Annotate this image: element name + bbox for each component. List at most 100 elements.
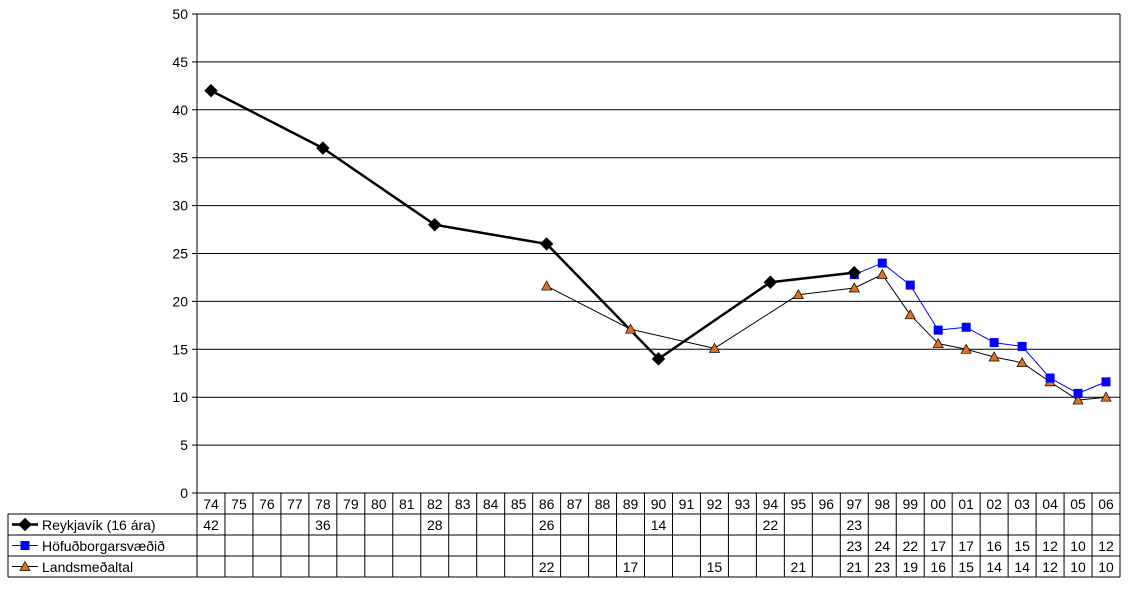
x-tick-label: 89 (623, 496, 639, 512)
x-tick-label: 84 (483, 496, 499, 512)
x-tick-label: 82 (427, 496, 443, 512)
data-point (1017, 341, 1027, 351)
data-label: 26 (539, 517, 555, 533)
data-point (428, 218, 442, 232)
legend-label: Höfuðborgarsvæðið (42, 538, 165, 554)
data-label: 17 (623, 559, 639, 575)
data-point (1101, 377, 1111, 387)
x-tick-label: 95 (791, 496, 807, 512)
data-label: 21 (846, 559, 862, 575)
data-label: 24 (874, 538, 890, 554)
y-tick-label: 0 (180, 485, 188, 501)
x-tick-label: 90 (651, 496, 667, 512)
data-point (316, 141, 330, 155)
x-tick-label: 03 (1014, 496, 1030, 512)
data-point (1073, 388, 1083, 398)
data-point (933, 325, 943, 335)
data-label: 28 (427, 517, 443, 533)
data-point (792, 288, 804, 300)
x-tick-label: 99 (902, 496, 918, 512)
data-label: 10 (1070, 538, 1086, 554)
y-tick-label: 45 (172, 54, 188, 70)
y-tick-label: 40 (172, 102, 188, 118)
data-point (876, 268, 888, 279)
data-point (204, 83, 218, 98)
legend-key-marker (19, 560, 31, 571)
data-label: 12 (1098, 538, 1114, 554)
data-label: 19 (902, 559, 918, 575)
x-tick-label: 78 (315, 496, 331, 512)
data-point (708, 342, 721, 353)
data-point (539, 237, 554, 251)
data-label: 16 (986, 538, 1002, 554)
data-point (905, 280, 915, 290)
x-tick-label: 05 (1070, 496, 1086, 512)
y-tick-label: 15 (172, 341, 188, 357)
x-tick-label: 94 (763, 496, 779, 512)
x-tick-label: 80 (371, 496, 387, 512)
x-tick-label: 86 (539, 496, 555, 512)
data-label: 14 (986, 559, 1002, 575)
x-tick-label: 04 (1042, 496, 1058, 512)
data-point (624, 323, 637, 334)
x-tick-label: 75 (231, 496, 247, 512)
legend-key-marker (18, 517, 32, 532)
data-label: 36 (315, 517, 331, 533)
data-label: 10 (1098, 559, 1114, 575)
data-label: 22 (539, 559, 555, 575)
data-point (1100, 391, 1112, 402)
data-label: 14 (651, 517, 667, 533)
data-label: 23 (846, 517, 862, 533)
legend-label: Landsmeðaltal (42, 559, 133, 575)
data-point (961, 322, 971, 332)
data-label: 12 (1042, 559, 1058, 575)
data-point (904, 309, 916, 320)
gridlines (197, 13, 1120, 494)
data-label: 15 (958, 559, 974, 575)
x-tick-label: 81 (399, 496, 415, 512)
data-point (1016, 356, 1028, 368)
data-point (848, 282, 860, 293)
data-point (960, 343, 972, 354)
data-label: 16 (930, 559, 946, 575)
x-tick-label: 77 (287, 496, 303, 512)
x-tick-label: 98 (874, 496, 890, 512)
series-markers (204, 83, 1112, 405)
data-label: 22 (902, 538, 918, 554)
x-tick-label: 01 (958, 496, 974, 512)
series-line (210, 89, 855, 361)
data-label: 14 (1014, 559, 1030, 575)
data-point (847, 265, 861, 280)
x-tick-label: 97 (846, 496, 862, 512)
y-tick-label: 25 (172, 246, 188, 262)
y-tick-label: 20 (172, 293, 188, 309)
data-label: 15 (707, 559, 723, 575)
y-tick-label: 50 (172, 6, 188, 22)
data-label: 12 (1042, 538, 1058, 554)
data-point (1072, 394, 1084, 405)
data-label: 17 (958, 538, 974, 554)
data-point (989, 338, 999, 348)
x-tick-label: 87 (567, 496, 583, 512)
data-point (763, 275, 778, 289)
x-tick-label: 93 (735, 496, 751, 512)
x-tick-label: 79 (343, 496, 359, 512)
x-tick-label: 96 (819, 496, 835, 512)
data-label: 23 (846, 538, 862, 554)
data-point (651, 352, 666, 366)
x-tick-label: 92 (707, 496, 723, 512)
data-label: 23 (874, 559, 890, 575)
y-tick-label: 5 (180, 437, 188, 453)
series-line (854, 262, 1107, 394)
data-label: 17 (930, 538, 946, 554)
x-tick-label: 06 (1098, 496, 1114, 512)
x-tick-label: 91 (679, 496, 695, 512)
y-tick-label: 30 (172, 198, 188, 214)
data-point (988, 351, 1000, 362)
data-label: 21 (791, 559, 807, 575)
data-point (541, 280, 553, 291)
data-point (932, 337, 944, 348)
data-label: 42 (203, 517, 219, 533)
x-tick-label: 88 (595, 496, 611, 512)
